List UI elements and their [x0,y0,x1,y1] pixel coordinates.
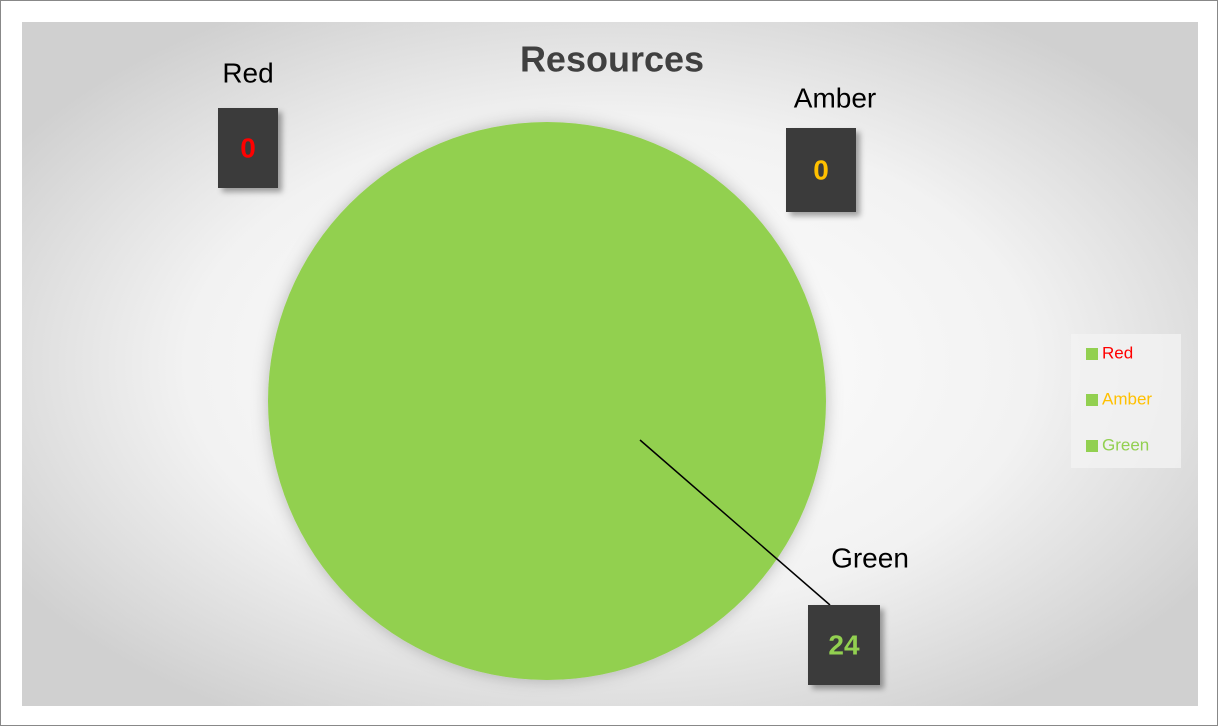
data-label-value: 24 [828,629,860,660]
data-label-box [218,108,278,188]
chart-title: Resources [520,39,704,80]
legend-label: Amber [1102,389,1152,408]
data-label-box [786,128,856,212]
data-label-name: Green [831,542,909,573]
legend-marker [1086,394,1098,406]
data-label-value: 0 [813,154,829,185]
legend-marker [1086,348,1098,360]
leader-line [639,439,831,606]
data-label-name: Amber [794,82,876,113]
pie [268,122,826,680]
data-label-name: Red [222,57,273,88]
pie-slice [268,122,826,680]
legend-label: Red [1102,343,1133,362]
data-label-value: 0 [240,132,256,163]
legend-marker [1086,440,1098,452]
legend-label: Green [1102,435,1149,454]
data-label-box [808,605,880,685]
